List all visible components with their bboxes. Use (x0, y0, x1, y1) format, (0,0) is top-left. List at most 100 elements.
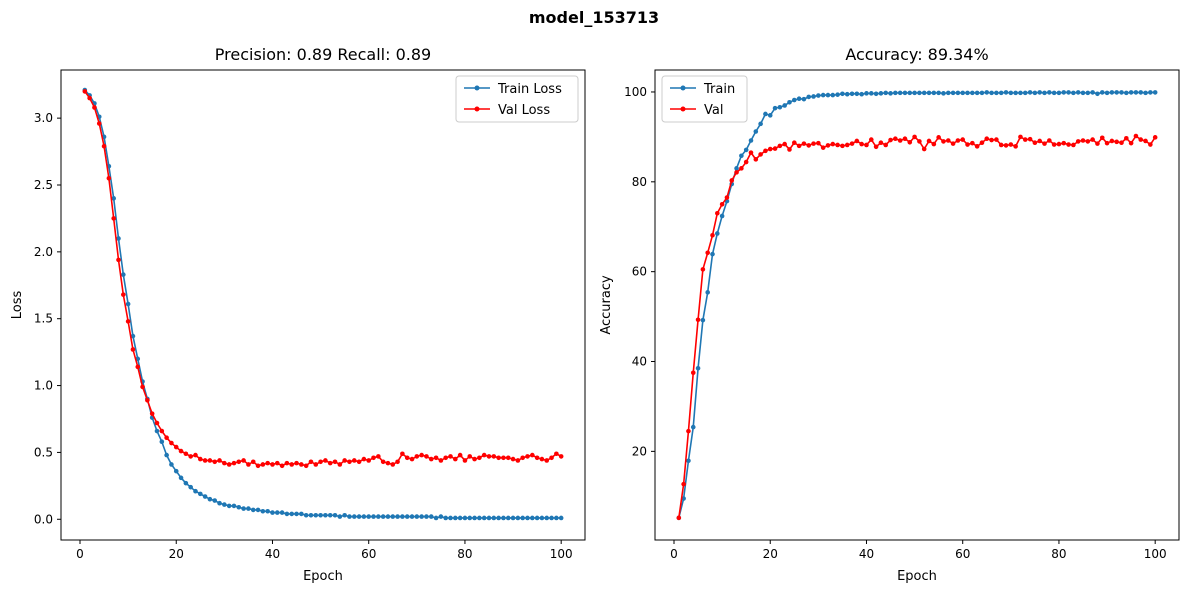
data-point (347, 514, 352, 519)
data-point (950, 141, 956, 146)
data-point (135, 364, 141, 370)
data-point (279, 463, 285, 469)
data-point (974, 144, 980, 149)
data-point (313, 462, 319, 467)
accuracy-panel: Accuracy: 89.34% Epoch Accuracy 0 20 40 60 8… (599, 45, 1180, 584)
data-point (130, 333, 136, 339)
data-point (520, 455, 525, 461)
data-point (530, 452, 535, 458)
data-point (207, 458, 213, 463)
x-tick-label: 0 (670, 547, 678, 561)
data-point (255, 507, 261, 513)
data-point (270, 462, 275, 467)
data-point (921, 146, 927, 152)
data-point (945, 138, 951, 143)
data-point (767, 146, 773, 152)
data-point (207, 496, 213, 502)
accuracy-panel-ylabel: Accuracy (599, 275, 614, 335)
data-point (840, 91, 845, 97)
data-point (299, 511, 304, 517)
data-point (1080, 90, 1086, 96)
data-point (835, 92, 840, 97)
data-point (222, 460, 227, 466)
data-point (448, 454, 453, 459)
data-point (472, 456, 477, 462)
data-point (294, 460, 299, 466)
series-line-train-loss (84, 89, 562, 519)
axes-frame (654, 69, 1180, 541)
data-point (1051, 142, 1057, 147)
data-point (448, 515, 453, 521)
data-point (549, 455, 554, 461)
y-tick-label: 1.0 (34, 379, 53, 393)
data-point (462, 458, 468, 463)
data-point (260, 508, 266, 514)
data-point (457, 515, 463, 521)
data-point (87, 95, 92, 101)
data-point (864, 91, 869, 96)
data-point (792, 140, 797, 146)
data-point (390, 514, 396, 519)
data-point (125, 319, 131, 324)
data-point (477, 515, 482, 521)
legend-label: Val Loss (498, 103, 550, 118)
loss-panel-title: Precision: 0.89 Recall: 0.89 (215, 45, 431, 64)
data-point (1061, 140, 1067, 146)
data-point (1037, 138, 1042, 144)
data-point (1022, 90, 1028, 96)
data-point (854, 91, 860, 97)
data-point (438, 458, 444, 463)
data-point (1119, 140, 1124, 146)
data-point (676, 515, 682, 521)
data-point (558, 454, 564, 459)
series-line-val (678, 135, 1156, 518)
data-point (1148, 142, 1153, 147)
data-point (274, 510, 280, 515)
data-point (830, 141, 836, 147)
data-point (705, 290, 710, 295)
data-point (303, 512, 309, 518)
data-point (121, 292, 126, 297)
data-point (327, 460, 333, 466)
data-point (1133, 133, 1139, 139)
data-point (366, 514, 372, 519)
data-point (758, 152, 763, 157)
data-point (250, 459, 256, 465)
data-point (806, 94, 812, 100)
data-point (1109, 138, 1115, 144)
data-point (255, 463, 261, 469)
data-point (178, 448, 184, 454)
y-tick-label: 3.0 (34, 111, 53, 125)
data-point (1013, 144, 1018, 149)
data-point (941, 139, 946, 144)
data-point (1013, 90, 1018, 96)
data-point (265, 508, 270, 514)
data-point (308, 459, 314, 465)
data-point (443, 515, 449, 521)
accuracy-panel-title: Accuracy: 89.34% (845, 45, 988, 64)
data-point (303, 463, 309, 469)
data-point (337, 514, 343, 519)
data-point (1138, 90, 1144, 95)
data-point (231, 460, 237, 466)
data-point (409, 456, 415, 462)
legend-marker (680, 106, 686, 112)
data-point (902, 90, 908, 96)
data-point (897, 138, 903, 143)
data-point (404, 455, 410, 461)
data-point (686, 428, 691, 434)
data-point (390, 462, 396, 467)
data-point (859, 91, 864, 97)
data-point (1032, 90, 1038, 96)
y-tick-label: 80 (632, 175, 647, 189)
data-point (1104, 140, 1110, 146)
data-point (342, 512, 347, 518)
data-point (979, 90, 985, 96)
data-point (965, 90, 970, 96)
y-tick-label: 100 (624, 85, 647, 99)
data-point (414, 454, 420, 459)
data-point (912, 90, 917, 96)
data-point (1008, 90, 1014, 96)
data-point (902, 136, 908, 141)
data-point (724, 195, 730, 200)
